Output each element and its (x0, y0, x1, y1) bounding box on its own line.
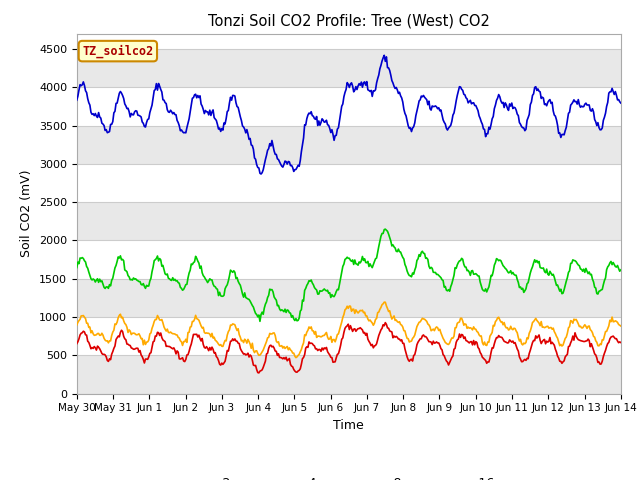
Bar (77, 49, 621, 87)
Bar (77, 164, 621, 202)
Bar (77, 240, 621, 279)
Bar (77, 279, 621, 317)
Y-axis label: Soil CO2 (mV): Soil CO2 (mV) (20, 170, 33, 257)
Bar (77, 87, 621, 125)
Bar (77, 355, 621, 394)
Bar (77, 317, 621, 355)
Title: Tonzi Soil CO2 Profile: Tree (West) CO2: Tonzi Soil CO2 Profile: Tree (West) CO2 (208, 13, 490, 28)
Text: TZ_soilco2: TZ_soilco2 (82, 44, 154, 58)
X-axis label: Time: Time (333, 419, 364, 432)
Bar (77, 202, 621, 240)
Legend: -2cm, -4cm, -8cm, -16cm: -2cm, -4cm, -8cm, -16cm (179, 472, 519, 480)
Bar (77, 125, 621, 164)
